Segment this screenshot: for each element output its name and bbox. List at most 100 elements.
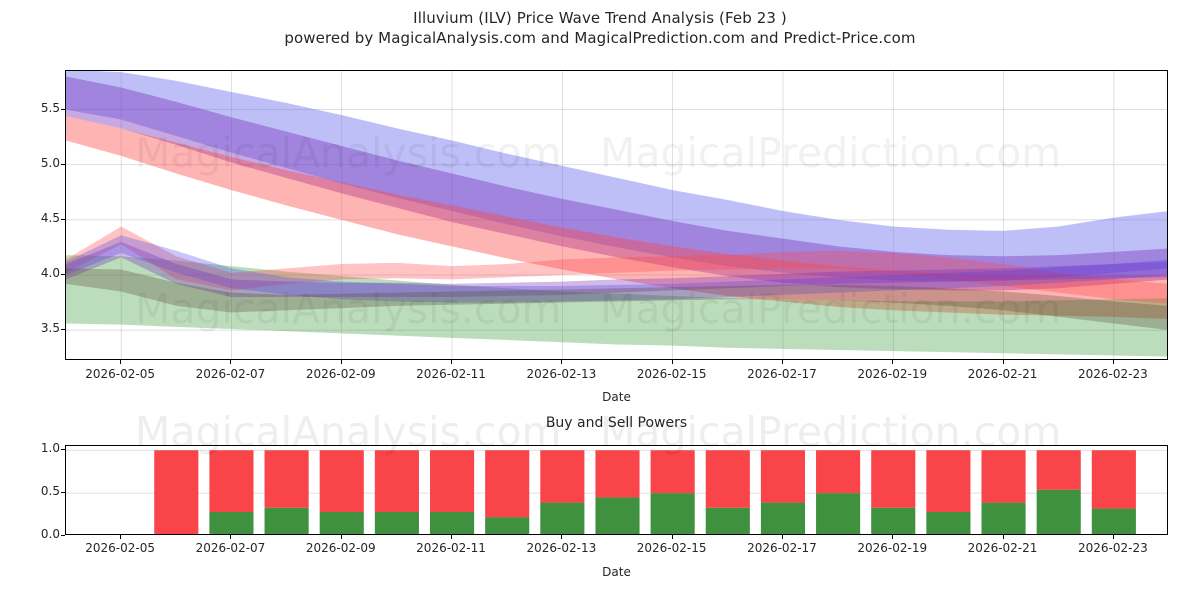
- price-x-tick-label: 2026-02-07: [195, 367, 266, 381]
- sell-power-bar: [154, 450, 199, 534]
- buy-power-bar: [264, 507, 309, 534]
- buy-power-bar: [485, 517, 530, 534]
- band-inner-purple-wave-band: [66, 241, 1167, 298]
- sell-power-bar: [374, 450, 419, 512]
- price-x-tick-label: 2026-02-11: [416, 367, 486, 381]
- buy-power-bar: [705, 507, 750, 534]
- signal-x-tick-mark: [120, 535, 122, 539]
- price-y-tick-label: 5.0: [40, 155, 60, 170]
- buy-power-bar: [319, 512, 364, 534]
- signal-x-tick-label: 2026-02-05: [85, 541, 156, 555]
- buy-power-bar: [595, 497, 640, 534]
- price-x-axis-label: Date: [602, 390, 631, 404]
- price-x-tick-label: 2026-02-09: [305, 367, 376, 381]
- sell-power-bar: [209, 450, 254, 512]
- price-y-tick-mark: [61, 218, 65, 220]
- band-blue-outer-band: [66, 71, 1167, 282]
- price-x-tick-mark: [892, 360, 894, 364]
- price-x-tick-mark: [781, 360, 783, 364]
- price-x-tick-label: 2026-02-05: [85, 367, 156, 381]
- signal-x-tick-mark: [1002, 535, 1004, 539]
- price-x-tick-mark: [671, 360, 673, 364]
- band-red-upper-band: [66, 116, 1167, 320]
- sell-power-bar: [650, 450, 695, 494]
- buy-power-bar: [760, 502, 806, 534]
- buy-power-bar: [209, 512, 254, 534]
- buy-power-bar: [871, 507, 916, 534]
- signal-y-tick-label: 1.0: [40, 441, 60, 456]
- price-x-tick-mark: [120, 360, 122, 364]
- buy-power-bar: [429, 512, 475, 534]
- buy-power-bar: [1036, 489, 1081, 534]
- signal-x-tick-mark: [892, 535, 894, 539]
- price-x-tick-label: 2026-02-23: [1077, 367, 1148, 381]
- sell-power-bar: [705, 450, 750, 508]
- signal-x-tick-label: 2026-02-09: [305, 541, 376, 555]
- band-purple-band: [66, 76, 1167, 291]
- price-y-tick-mark: [61, 108, 65, 110]
- price-plot-area: [65, 70, 1168, 360]
- price-y-tick-mark: [61, 163, 65, 165]
- buy-power-bar: [981, 502, 1026, 534]
- chart-subtitle: powered by MagicalAnalysis.com and Magic…: [284, 29, 916, 47]
- buy-power-bar: [374, 512, 419, 534]
- signal-x-tick-label: 2026-02-07: [195, 541, 266, 555]
- signal-bars-svg: [66, 449, 1167, 534]
- price-x-tick-mark: [1002, 360, 1004, 364]
- buy-power-bar: [816, 493, 861, 534]
- price-x-tick-mark: [340, 360, 342, 364]
- sell-power-bar: [429, 450, 475, 512]
- band-inner-red-wave-band: [66, 226, 1167, 304]
- signal-x-tick-mark: [451, 535, 453, 539]
- signal-x-tick-mark: [1112, 535, 1114, 539]
- signal-x-tick-label: 2026-02-11: [416, 541, 486, 555]
- buy-power-bar: [540, 502, 585, 534]
- signal-x-tick-label: 2026-02-19: [857, 541, 928, 555]
- sell-power-bar: [871, 450, 916, 508]
- title-block: Illuvium (ILV) Price Wave Trend Analysis…: [0, 8, 1200, 48]
- price-bands-svg: [66, 71, 1167, 359]
- sell-power-bar: [485, 450, 530, 518]
- price-y-tick-mark: [61, 329, 65, 331]
- signal-x-tick-mark: [340, 535, 342, 539]
- sell-power-bar: [981, 450, 1026, 503]
- signal-y-tick-mark: [61, 535, 65, 536]
- price-x-tick-mark: [1112, 360, 1114, 364]
- signal-subplot-title: Buy and Sell Powers: [545, 415, 688, 431]
- sell-power-bar: [1036, 450, 1081, 490]
- price-x-tick-mark: [230, 360, 232, 364]
- price-x-tick-mark: [451, 360, 453, 364]
- signal-y-tick-mark: [61, 449, 65, 451]
- band-inner-dark-wave-band: [66, 268, 1167, 330]
- signal-plot-area: [65, 445, 1168, 535]
- price-x-tick-mark: [561, 360, 563, 364]
- sell-power-bar: [926, 450, 971, 512]
- signal-x-tick-label: 2026-02-15: [636, 541, 707, 555]
- buy-power-bar: [926, 512, 971, 534]
- price-y-tick-label: 3.5: [40, 321, 60, 336]
- buy-power-bar: [1091, 508, 1136, 534]
- signal-y-tick-mark: [61, 492, 65, 494]
- price-y-tick-mark: [61, 273, 65, 275]
- sell-power-bar: [264, 450, 309, 508]
- signal-x-tick-label: 2026-02-23: [1077, 541, 1148, 555]
- signal-x-tick-label: 2026-02-13: [526, 541, 597, 555]
- price-y-tick-label: 5.5: [40, 100, 60, 115]
- sell-power-bar: [319, 450, 364, 512]
- signal-x-tick-label: 2026-02-21: [967, 541, 1038, 555]
- signal-x-tick-mark: [230, 535, 232, 539]
- sell-power-bar: [816, 450, 861, 494]
- signal-x-tick-mark: [671, 535, 673, 539]
- sell-power-bar: [540, 450, 585, 503]
- price-y-tick-label: 4.5: [40, 210, 60, 225]
- signal-y-tick-label: 0.0: [40, 527, 60, 541]
- price-x-tick-label: 2026-02-19: [857, 367, 928, 381]
- band-green-outer-band: [66, 255, 1167, 357]
- price-x-tick-label: 2026-02-15: [636, 367, 707, 381]
- signal-x-axis-label: Date: [602, 565, 631, 579]
- chart-title: Illuvium (ILV) Price Wave Trend Analysis…: [413, 9, 787, 27]
- signal-y-tick-label: 0.5: [40, 484, 60, 499]
- signal-x-tick-mark: [781, 535, 783, 539]
- price-x-tick-label: 2026-02-13: [526, 367, 597, 381]
